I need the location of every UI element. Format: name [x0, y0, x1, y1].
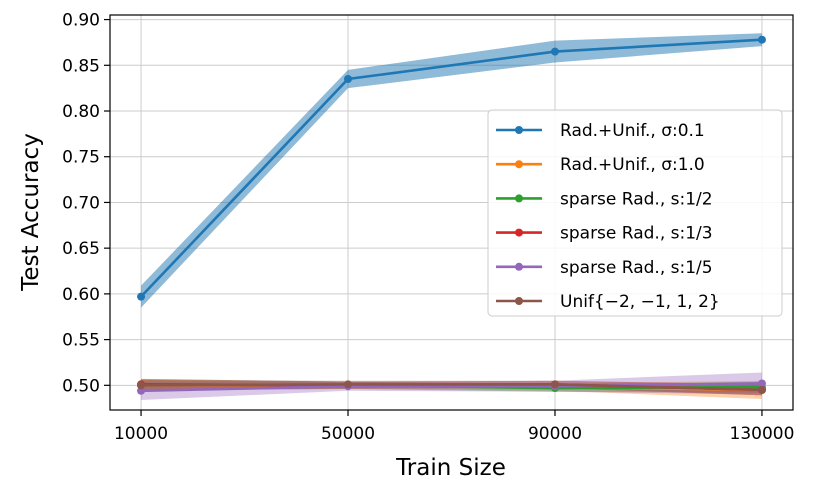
legend-label-5: Unif{−2, −1, 1, 2}	[560, 292, 720, 312]
legend-marker-2	[515, 194, 523, 203]
legend-box	[487, 109, 783, 317]
data-point-5-3	[757, 385, 766, 394]
y-tick-label: 0.80	[62, 102, 100, 122]
data-point-0-0	[137, 292, 146, 301]
plot-frame	[109, 14, 794, 411]
legend-label-3: sparse Rad., s:1/3	[560, 224, 713, 244]
y-tick-label: 0.90	[62, 11, 100, 31]
legend-label-2: sparse Rad., s:1/2	[560, 189, 713, 209]
data-point-5-2	[550, 380, 559, 389]
legend-label-4: sparse Rad., s:1/5	[560, 258, 713, 278]
data-point-5-1	[344, 380, 353, 389]
y-tick-label: 0.55	[62, 331, 100, 351]
series-line-5	[141, 383, 762, 392]
y-tick-label: 0.75	[62, 148, 100, 168]
data-point-4-0	[137, 386, 146, 395]
x-tick-label: 90000	[528, 424, 582, 444]
series-band-0	[141, 33, 762, 308]
legend-marker-3	[515, 228, 523, 237]
data-point-0-1	[344, 75, 353, 84]
legend-marker-4	[515, 262, 523, 271]
x-tick-label: 50000	[321, 424, 375, 444]
series-lines	[137, 35, 766, 395]
y-tick-label: 0.50	[62, 376, 100, 396]
series-line-4	[141, 382, 762, 393]
x-tick-label: 10000	[114, 424, 168, 444]
legend-label-1: Rad.+Unif., σ:1.0	[560, 155, 705, 175]
y-tick-label: 0.60	[62, 285, 100, 305]
x-tick-label: 130000	[730, 424, 795, 444]
y-tick-label: 0.85	[62, 56, 100, 76]
axis-ticks: 10000 50000 90000 130000 0.50 0.55 0.60 0.65 0.7…	[62, 11, 794, 444]
legend-marker-5	[515, 297, 523, 305]
y-tick-label: 0.65	[62, 239, 100, 259]
data-point-0-2	[550, 47, 559, 56]
y-axis-label: Test Accuracy	[18, 133, 44, 292]
series-line-0	[140, 38, 763, 298]
x-axis-label: Train Size	[395, 455, 506, 481]
legend-marker-1	[515, 160, 523, 169]
legend: Rad.+Unif., σ:0.1 Rad.+Unif., σ:1.0 sparse…	[487, 109, 783, 317]
y-tick-label: 0.70	[62, 193, 100, 213]
data-point-0-3	[757, 35, 766, 44]
legend-label-0: Rad.+Unif., σ:0.1	[560, 121, 705, 141]
data-point-5-0	[137, 381, 146, 390]
legend-marker-0	[515, 126, 523, 134]
data-point-4-3	[757, 379, 766, 388]
